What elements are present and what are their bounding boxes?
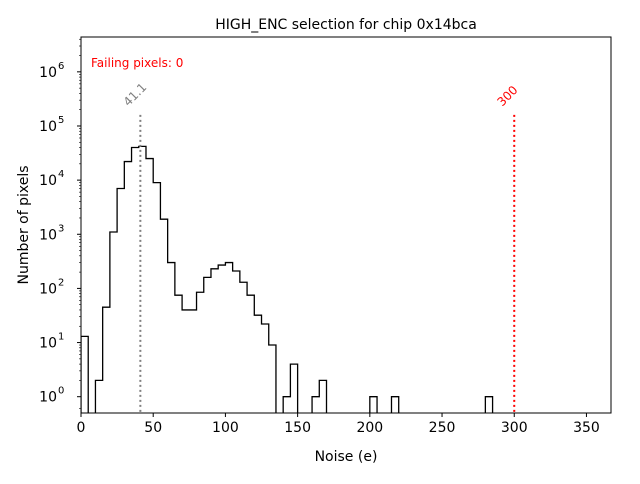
x-tick-label: 300 bbox=[501, 420, 528, 436]
x-tick-label: 50 bbox=[144, 420, 162, 436]
histogram-steps bbox=[81, 145, 494, 413]
failing-pixels-annotation: Failing pixels: 0 bbox=[91, 56, 183, 70]
x-tick-label: 0 bbox=[77, 420, 86, 436]
y-tick-exponent: 4 bbox=[58, 169, 64, 180]
y-tick-label: 10 bbox=[39, 336, 57, 352]
x-tick-label: 350 bbox=[573, 420, 600, 436]
chart-title: HIGH_ENC selection for chip 0x14bca bbox=[215, 17, 477, 33]
x-tick-label: 200 bbox=[356, 420, 383, 436]
x-tick-label: 100 bbox=[212, 420, 239, 436]
y-tick-label: 10 bbox=[39, 227, 57, 243]
x-tick-label: 150 bbox=[284, 420, 311, 436]
y-tick-label: 10 bbox=[39, 281, 57, 297]
y-axis-label: Number of pixels bbox=[16, 165, 32, 284]
y-tick-exponent: 1 bbox=[58, 332, 64, 343]
mean-label: 41.1 bbox=[121, 80, 150, 109]
y-tick-exponent: 0 bbox=[58, 386, 64, 397]
x-axis-label: Noise (e) bbox=[315, 449, 378, 465]
y-tick-exponent: 5 bbox=[58, 115, 64, 126]
y-tick-exponent: 6 bbox=[58, 61, 64, 72]
y-tick-label: 10 bbox=[39, 390, 57, 406]
x-tick-label: 250 bbox=[429, 420, 456, 436]
y-tick-label: 10 bbox=[39, 119, 57, 135]
y-tick-label: 10 bbox=[39, 173, 57, 189]
y-tick-label: 10 bbox=[39, 65, 57, 81]
y-tick-exponent: 3 bbox=[58, 223, 64, 234]
threshold-label: 300 bbox=[494, 83, 520, 109]
y-tick-exponent: 2 bbox=[58, 277, 64, 288]
axes-frame bbox=[80, 36, 612, 414]
